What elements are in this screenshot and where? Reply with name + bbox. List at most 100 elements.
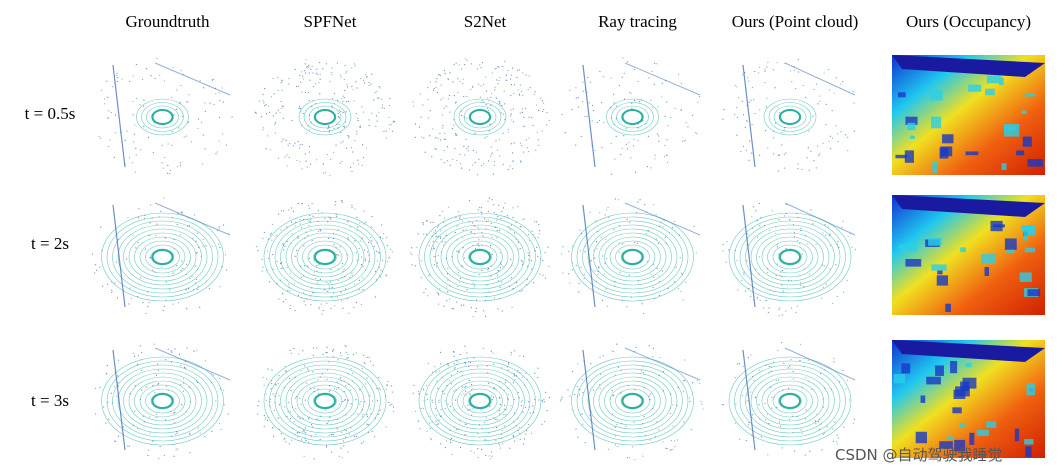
occupancy-image (892, 340, 1045, 458)
point (331, 71, 333, 73)
point (342, 400, 344, 403)
point (487, 200, 489, 202)
point (265, 393, 267, 395)
point (385, 237, 388, 239)
point (453, 362, 455, 365)
point (121, 78, 123, 80)
point (313, 387, 315, 390)
point (373, 436, 376, 438)
point (288, 402, 290, 404)
point (284, 437, 286, 440)
point (491, 399, 494, 401)
point (561, 253, 563, 255)
point (519, 438, 521, 440)
point (94, 264, 96, 266)
point (619, 271, 621, 273)
point (590, 259, 592, 261)
point (799, 284, 802, 286)
point (353, 306, 355, 308)
scan-ring (101, 212, 224, 302)
point (433, 247, 435, 249)
structure (742, 204, 756, 308)
point (215, 153, 217, 155)
point (380, 98, 383, 101)
point (464, 116, 466, 118)
point (726, 240, 728, 243)
point (165, 359, 167, 361)
point (231, 116, 233, 118)
point (520, 144, 523, 147)
point (525, 433, 527, 435)
point (336, 388, 338, 390)
point (749, 391, 752, 393)
point (643, 415, 645, 418)
point (437, 423, 439, 425)
point (444, 132, 446, 134)
point (368, 119, 370, 121)
point (371, 112, 373, 114)
point (656, 63, 658, 65)
point (837, 437, 840, 439)
point (817, 103, 819, 105)
occupancy-blob (1006, 249, 1015, 254)
point (375, 125, 377, 127)
point (347, 356, 350, 359)
point (446, 291, 448, 293)
point (443, 393, 445, 395)
point (618, 242, 620, 244)
point (392, 120, 394, 122)
point (370, 413, 372, 415)
point (631, 102, 633, 104)
scan-ring (285, 228, 365, 286)
point (667, 125, 669, 127)
point (196, 349, 198, 351)
point (801, 432, 803, 434)
point (277, 383, 279, 385)
point (269, 149, 272, 151)
structure (624, 202, 701, 236)
point (698, 96, 701, 98)
point (337, 268, 339, 270)
point (133, 355, 136, 357)
point (497, 270, 499, 272)
point (594, 149, 596, 152)
point (561, 396, 563, 398)
point (435, 414, 438, 416)
point (490, 96, 492, 98)
point (804, 418, 807, 420)
point (764, 68, 766, 70)
scan-ring (750, 372, 830, 430)
point (145, 312, 147, 315)
point (202, 238, 204, 241)
point (310, 304, 312, 306)
point (534, 221, 536, 223)
point (652, 347, 655, 349)
point (274, 122, 277, 124)
scan-ring (145, 244, 180, 270)
point (337, 359, 339, 361)
point (771, 210, 773, 212)
point (356, 87, 358, 89)
point (262, 266, 264, 268)
point (382, 238, 384, 240)
scan-ring (112, 220, 213, 294)
point (167, 172, 169, 174)
point (683, 421, 685, 423)
point (293, 421, 295, 423)
point (782, 290, 784, 292)
point (114, 282, 116, 284)
point (278, 417, 280, 419)
point (345, 147, 348, 149)
point (523, 126, 526, 128)
point (780, 271, 782, 274)
point (842, 81, 844, 83)
point (332, 434, 334, 436)
point (836, 434, 838, 436)
point (327, 282, 329, 284)
point (340, 111, 342, 113)
point (332, 356, 334, 358)
point (275, 384, 277, 386)
point (815, 243, 817, 245)
point (625, 128, 627, 130)
point (835, 77, 837, 79)
